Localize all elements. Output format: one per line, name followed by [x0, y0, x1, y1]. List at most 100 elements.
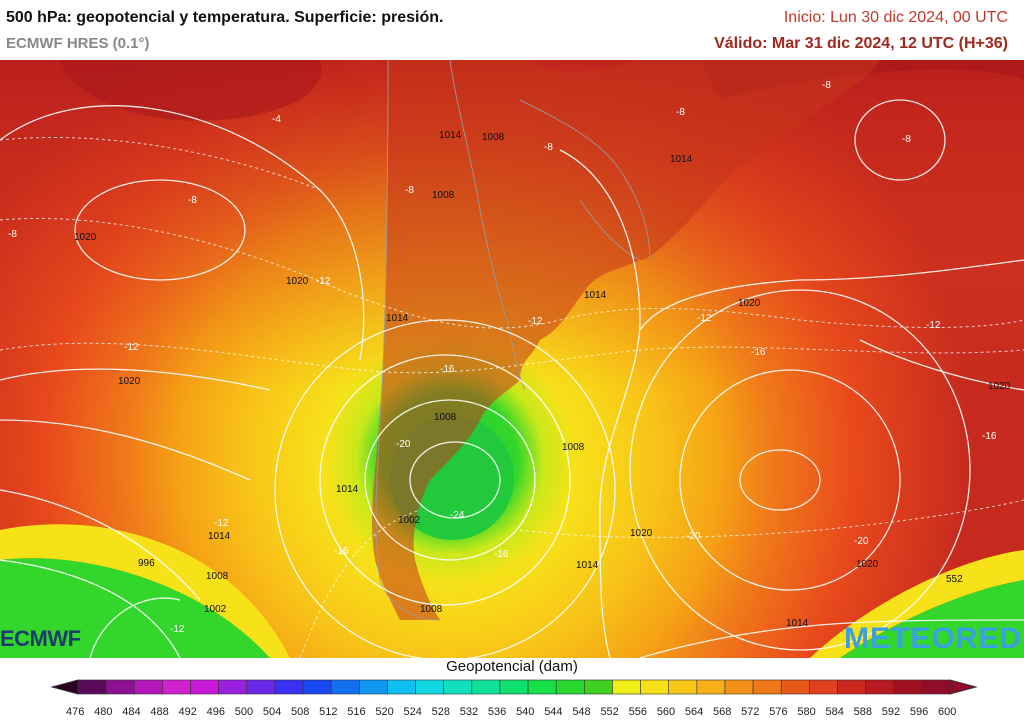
- temp-label: -8: [188, 195, 197, 206]
- legend-swatch: [555, 679, 585, 695]
- temp-label: -8: [8, 229, 17, 240]
- legend-swatch: [162, 679, 191, 695]
- legend-tick-label: 540: [516, 706, 534, 718]
- legend-tick-label: 508: [291, 706, 309, 718]
- meteored-logo: METEORED: [843, 622, 1022, 655]
- isobar-label: 1008: [434, 412, 457, 423]
- isobar-label: 1014: [786, 618, 809, 629]
- legend-swatch: [584, 679, 613, 695]
- temp-label: -8: [544, 142, 553, 153]
- legend-tick-label: 596: [910, 706, 928, 718]
- legend-swatch: [443, 679, 473, 695]
- temp-label: -12: [697, 313, 712, 324]
- legend-swatch: [752, 679, 782, 695]
- green-band-sw: [0, 558, 270, 658]
- legend-tick-label: 520: [375, 706, 393, 718]
- legend-tick-label: 548: [572, 706, 590, 718]
- legend-tick-label: 552: [600, 706, 618, 718]
- legend-swatch: [246, 679, 276, 695]
- legend-swatch: [330, 679, 360, 695]
- temp-label: -20: [396, 439, 411, 450]
- legend-tick-label: 564: [685, 706, 703, 718]
- legend-swatch: [471, 679, 501, 695]
- legend-tick-label: 496: [207, 706, 225, 718]
- temp-label: -8: [902, 134, 911, 145]
- isobar-label: 1020: [74, 232, 97, 243]
- legend-tick-label: 600: [938, 706, 956, 718]
- legend-swatch: [218, 679, 248, 695]
- map-title: 500 hPa: geopotencial y temperatura. Sup…: [6, 9, 444, 26]
- legend-swatch: [77, 679, 107, 695]
- south-america-land: [371, 60, 880, 620]
- temp-label: -8: [822, 80, 831, 91]
- isobar-label: 1014: [386, 313, 409, 324]
- temp-label: -4: [272, 114, 281, 125]
- temp-label: -8: [676, 107, 685, 118]
- temp-label: -20: [686, 531, 701, 542]
- isobar-label: 1020: [286, 276, 309, 287]
- legend-tick-label: 556: [629, 706, 647, 718]
- isobar-label: 1008: [420, 604, 443, 615]
- legend-swatch: [302, 679, 332, 695]
- isobar-labels: 1020 1020 1014 1008 1014 1008 1014 1014 …: [74, 130, 1011, 629]
- temp-label: -16: [334, 546, 349, 557]
- legend-swatch: [865, 679, 895, 695]
- legend-tick-label: 572: [741, 706, 759, 718]
- init-time: Inicio: Lun 30 dic 2024, 00 UTC: [783, 9, 1008, 26]
- isobar-label: 1014: [336, 484, 359, 495]
- legend-tick-label: 488: [150, 706, 168, 718]
- isobar-label: 1020: [118, 376, 141, 387]
- legend-tick-label: 560: [657, 706, 675, 718]
- legend-swatch: [612, 679, 641, 695]
- legend-tick-label: 516: [347, 706, 365, 718]
- legend-tick-label: 524: [404, 706, 422, 718]
- isobar-label: 1002: [398, 515, 421, 526]
- isobar-label: 1014: [584, 290, 607, 301]
- isobar-label: 1014: [670, 154, 693, 165]
- temp-label: -8: [405, 185, 414, 196]
- legend-swatch: [780, 679, 810, 695]
- legend-tick-label: 528: [432, 706, 450, 718]
- temp-label: -12: [170, 624, 185, 635]
- borders: [375, 60, 651, 621]
- legend-swatch: [640, 679, 670, 695]
- legend-tick-label: 536: [488, 706, 506, 718]
- legend-tick-label: 580: [797, 706, 815, 718]
- model-label: ECMWF HRES (0.1°): [6, 35, 150, 52]
- legend-swatch: [190, 679, 219, 695]
- legend-tick-label: 544: [544, 706, 562, 718]
- temp-label: -16: [751, 347, 766, 358]
- legend-swatch: [837, 679, 866, 695]
- legend-swatch: [133, 679, 163, 695]
- weather-map: -4 -8 -8 -8 -8 -8 -8 -8 -12 -12 -12 -12 …: [0, 60, 1024, 658]
- isobar-label: 1014: [439, 130, 462, 141]
- legend-swatch: [893, 679, 923, 695]
- temperature-lines: [0, 136, 1024, 658]
- legend-tick-label: 532: [460, 706, 478, 718]
- temp-label: -12: [926, 320, 941, 331]
- temp-label: -12: [316, 276, 331, 287]
- temp-label: -24: [450, 510, 465, 521]
- green-band-se: [840, 580, 1024, 658]
- isobar-label: 996: [138, 558, 155, 569]
- temperature-labels: -4 -8 -8 -8 -8 -8 -8 -8 -12 -12 -12 -12 …: [8, 80, 997, 635]
- legend-swatch: [274, 679, 304, 695]
- isobar-label: 1020: [738, 298, 761, 309]
- legend-tick-label: 592: [882, 706, 900, 718]
- legend-tick-label: 512: [319, 706, 337, 718]
- legend-tick-label: 480: [94, 706, 112, 718]
- legend-tick-label: 576: [769, 706, 787, 718]
- temp-label: -16: [494, 549, 509, 560]
- legend-arrow-right: [949, 679, 978, 695]
- legend-swatch: [105, 679, 135, 695]
- legend-tick-label: 492: [179, 706, 197, 718]
- isobar-label: 1014: [576, 560, 599, 571]
- isobars: [0, 99, 1024, 658]
- isobar-label: 1008: [206, 571, 229, 582]
- legend-tick-label: 588: [854, 706, 872, 718]
- legend-swatch: [921, 679, 951, 695]
- legend-swatch: [724, 679, 754, 695]
- legend-swatch: [668, 679, 698, 695]
- legend-swatch: [527, 679, 557, 695]
- color-legend: 476 480 484 488 492 496 500 504 508 512 516 520 524 5…: [50, 679, 978, 718]
